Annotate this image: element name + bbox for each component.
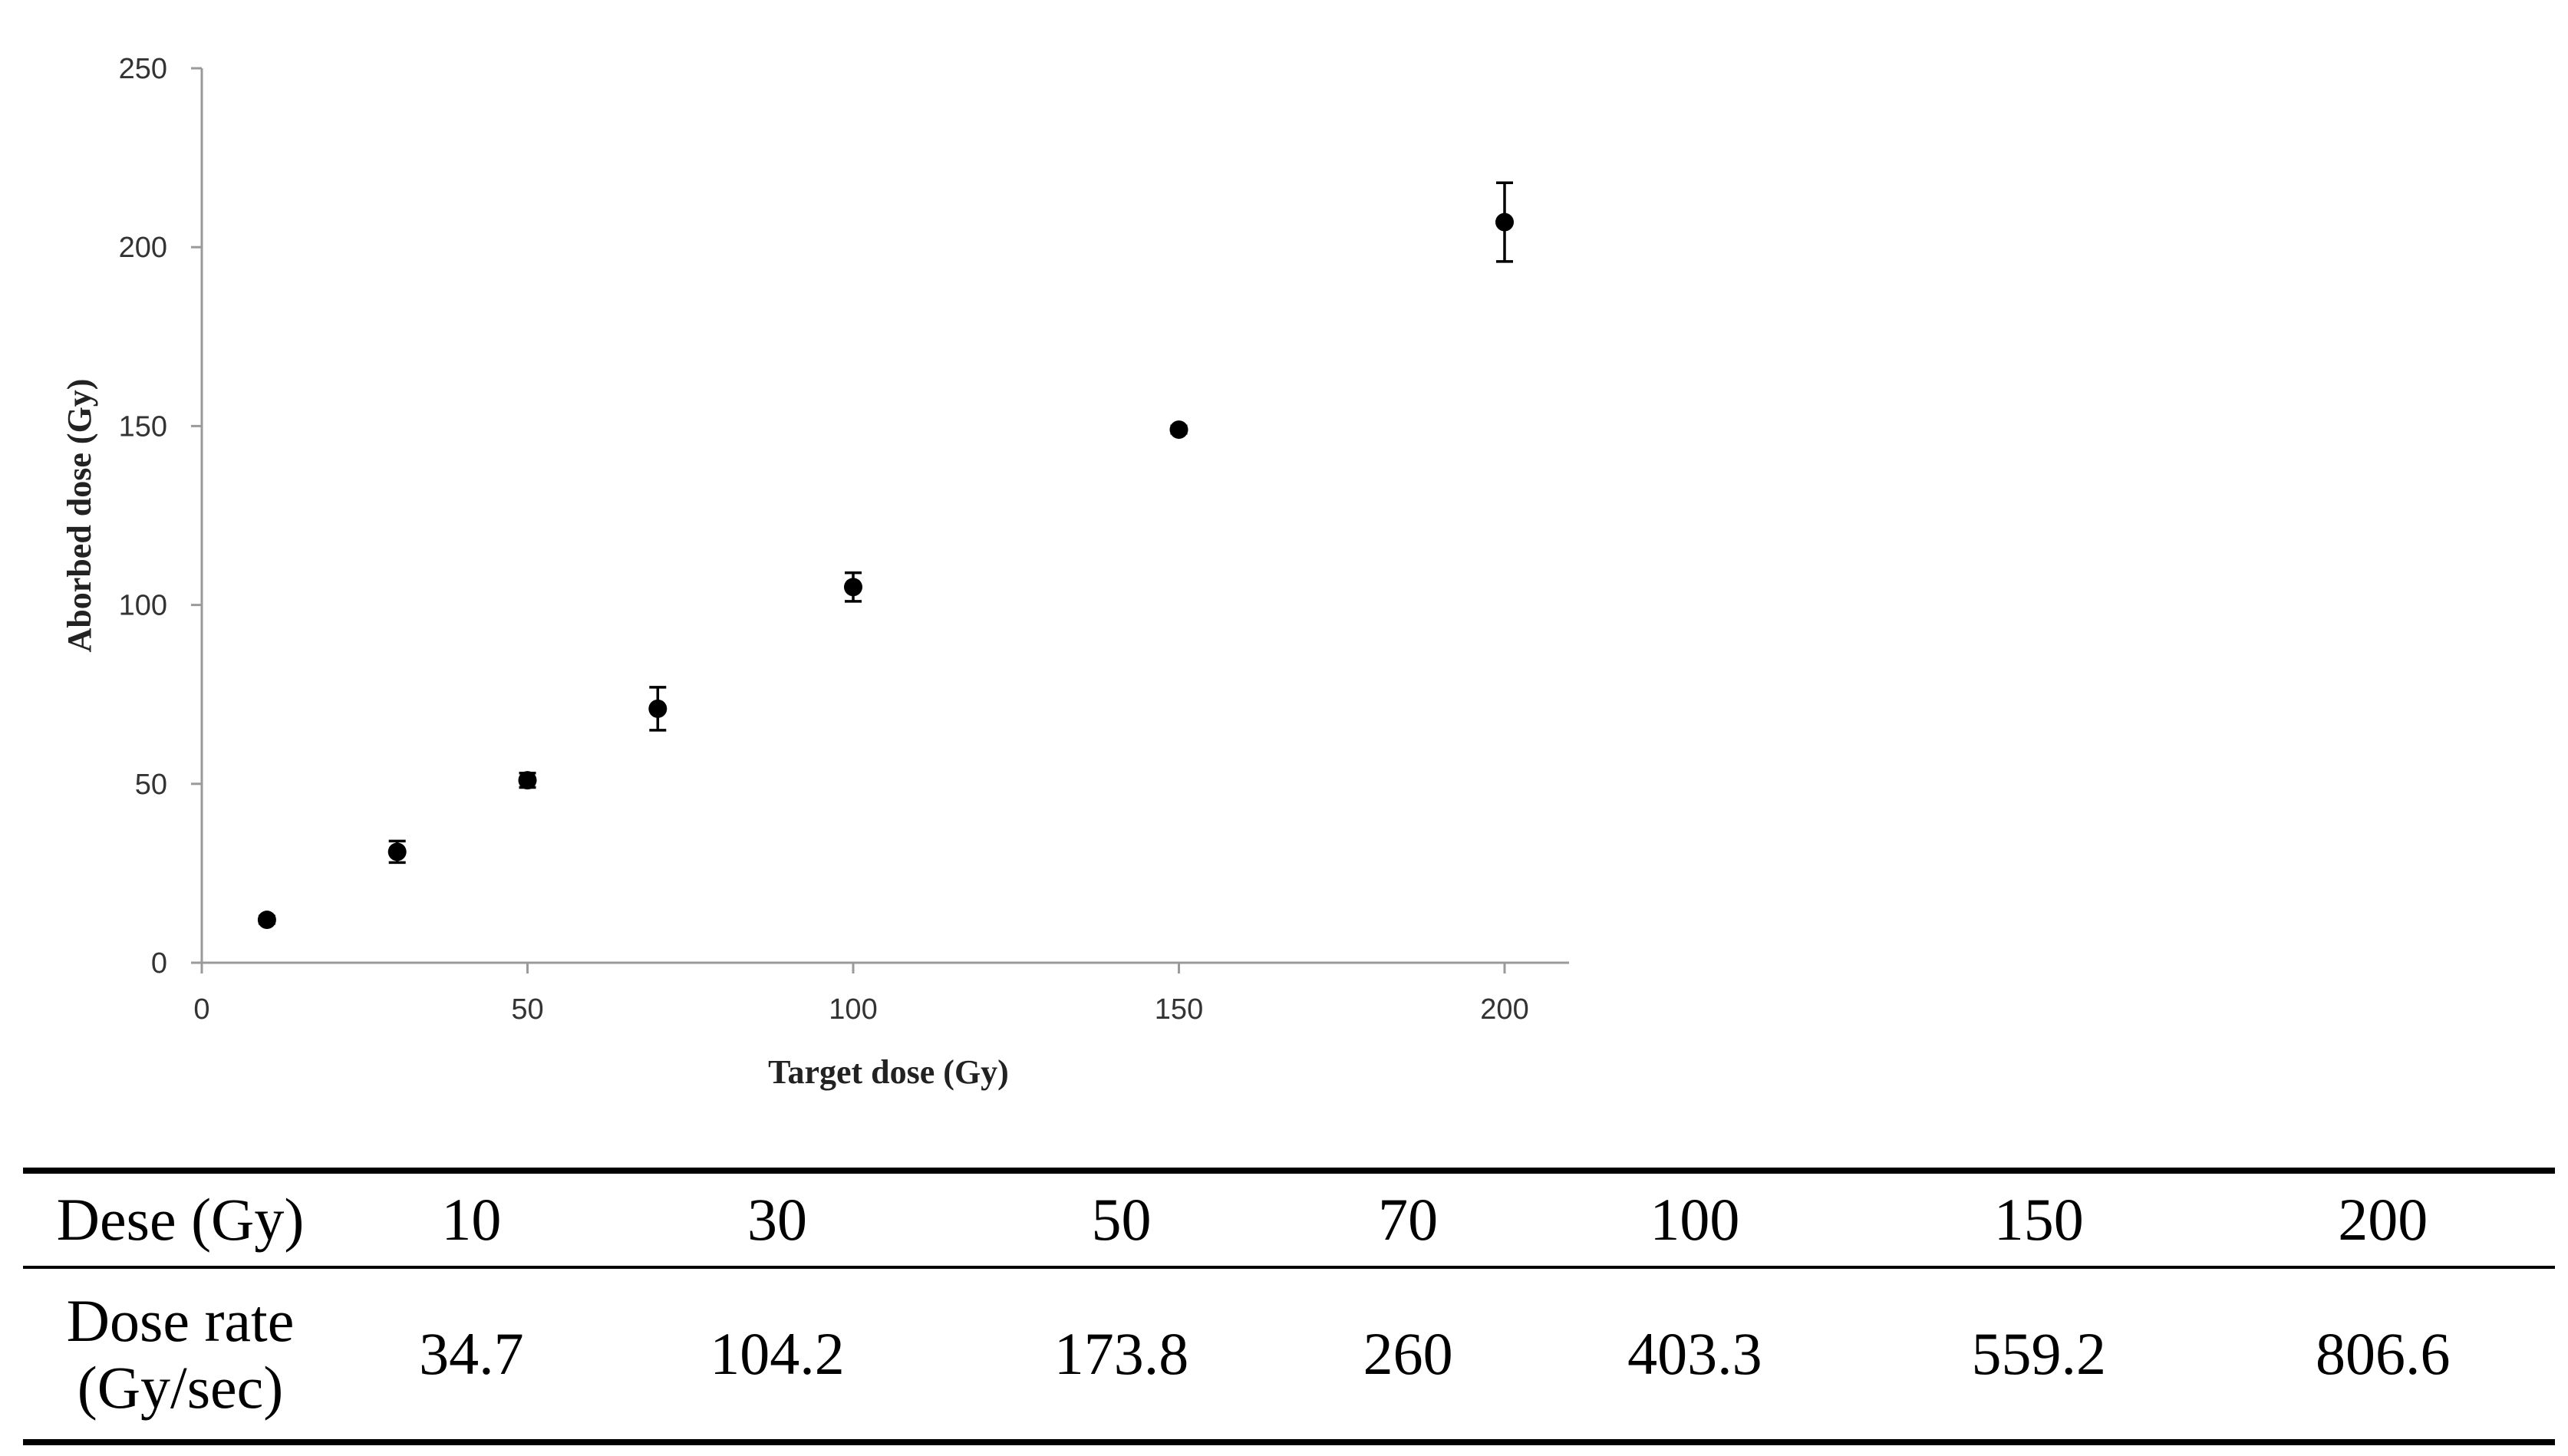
data-point-group — [1495, 181, 1514, 263]
y-tick-label: 100 — [119, 590, 167, 622]
table-row-dose-rate: Dose rate (Gy/sec) 34.7 104.2 173.8 260 4… — [23, 1267, 2555, 1445]
y-tick-label: 200 — [119, 232, 167, 264]
table-cell: 806.6 — [2210, 1267, 2555, 1445]
data-point-group — [518, 771, 537, 790]
y-axis-title: Aborbed dose (Gy) — [61, 379, 98, 653]
table-cell: 34.7 — [338, 1267, 605, 1445]
table-cell: 173.8 — [949, 1267, 1294, 1445]
data-point — [648, 699, 668, 718]
data-point — [1169, 420, 1188, 440]
data-point — [844, 578, 862, 597]
y-tick-label: 50 — [135, 769, 167, 801]
data-point-group — [844, 571, 862, 603]
table-cell: 100 — [1522, 1168, 1867, 1269]
data-point — [387, 842, 407, 861]
table-cell: 70 — [1293, 1168, 1523, 1269]
table-cell: 104.2 — [605, 1267, 950, 1445]
table-cell: 50 — [949, 1168, 1294, 1269]
table-cell: 403.3 — [1522, 1267, 1867, 1445]
table-cell: 30 — [605, 1168, 950, 1269]
y-tick-label: 250 — [119, 53, 167, 85]
table-row-header: Dese (Gy) — [23, 1168, 338, 1269]
x-axis-title: Target dose (Gy) — [768, 1053, 1009, 1091]
y-tick-label: 0 — [151, 947, 167, 980]
row-header-line: Dose rate — [66, 1286, 295, 1354]
data-point-group — [1169, 420, 1188, 440]
x-tick-label: 150 — [1155, 993, 1203, 1026]
data-point — [518, 771, 537, 790]
chart-axes — [200, 68, 1569, 964]
table-cell: 10 — [338, 1168, 605, 1269]
chart-ticks: 0 50 100 150 200 250 0 50 100 150 200 — [119, 53, 1529, 1026]
data-point-group — [648, 686, 668, 732]
table-row-header: Dose rate (Gy/sec) — [23, 1267, 338, 1445]
y-tick-label: 150 — [119, 410, 167, 443]
scatter-chart: 0 50 100 150 200 250 0 50 100 150 200 Target dose … — [61, 53, 1569, 1091]
x-tick-label: 100 — [829, 993, 877, 1026]
table-cell: 559.2 — [1867, 1267, 2211, 1445]
table-cell: 200 — [2210, 1168, 2555, 1269]
row-header-line: (Gy/sec) — [77, 1354, 284, 1421]
data-point-group — [387, 839, 407, 865]
table-row-dose: Dese (Gy) 10 30 50 70 100 150 200 — [23, 1168, 2555, 1269]
table-cell: 150 — [1867, 1168, 2211, 1269]
x-tick-label: 200 — [1480, 993, 1528, 1026]
data-point-group — [257, 911, 276, 930]
x-tick-label: 50 — [511, 993, 543, 1026]
data-point — [257, 911, 276, 930]
data-point — [1495, 212, 1514, 232]
chart-points — [257, 181, 1514, 930]
x-tick-label: 0 — [193, 993, 209, 1026]
table-cell: 260 — [1293, 1267, 1523, 1445]
dose-rate-table: Dese (Gy) 10 30 50 70 100 150 200 Dose r… — [23, 1168, 2555, 1445]
